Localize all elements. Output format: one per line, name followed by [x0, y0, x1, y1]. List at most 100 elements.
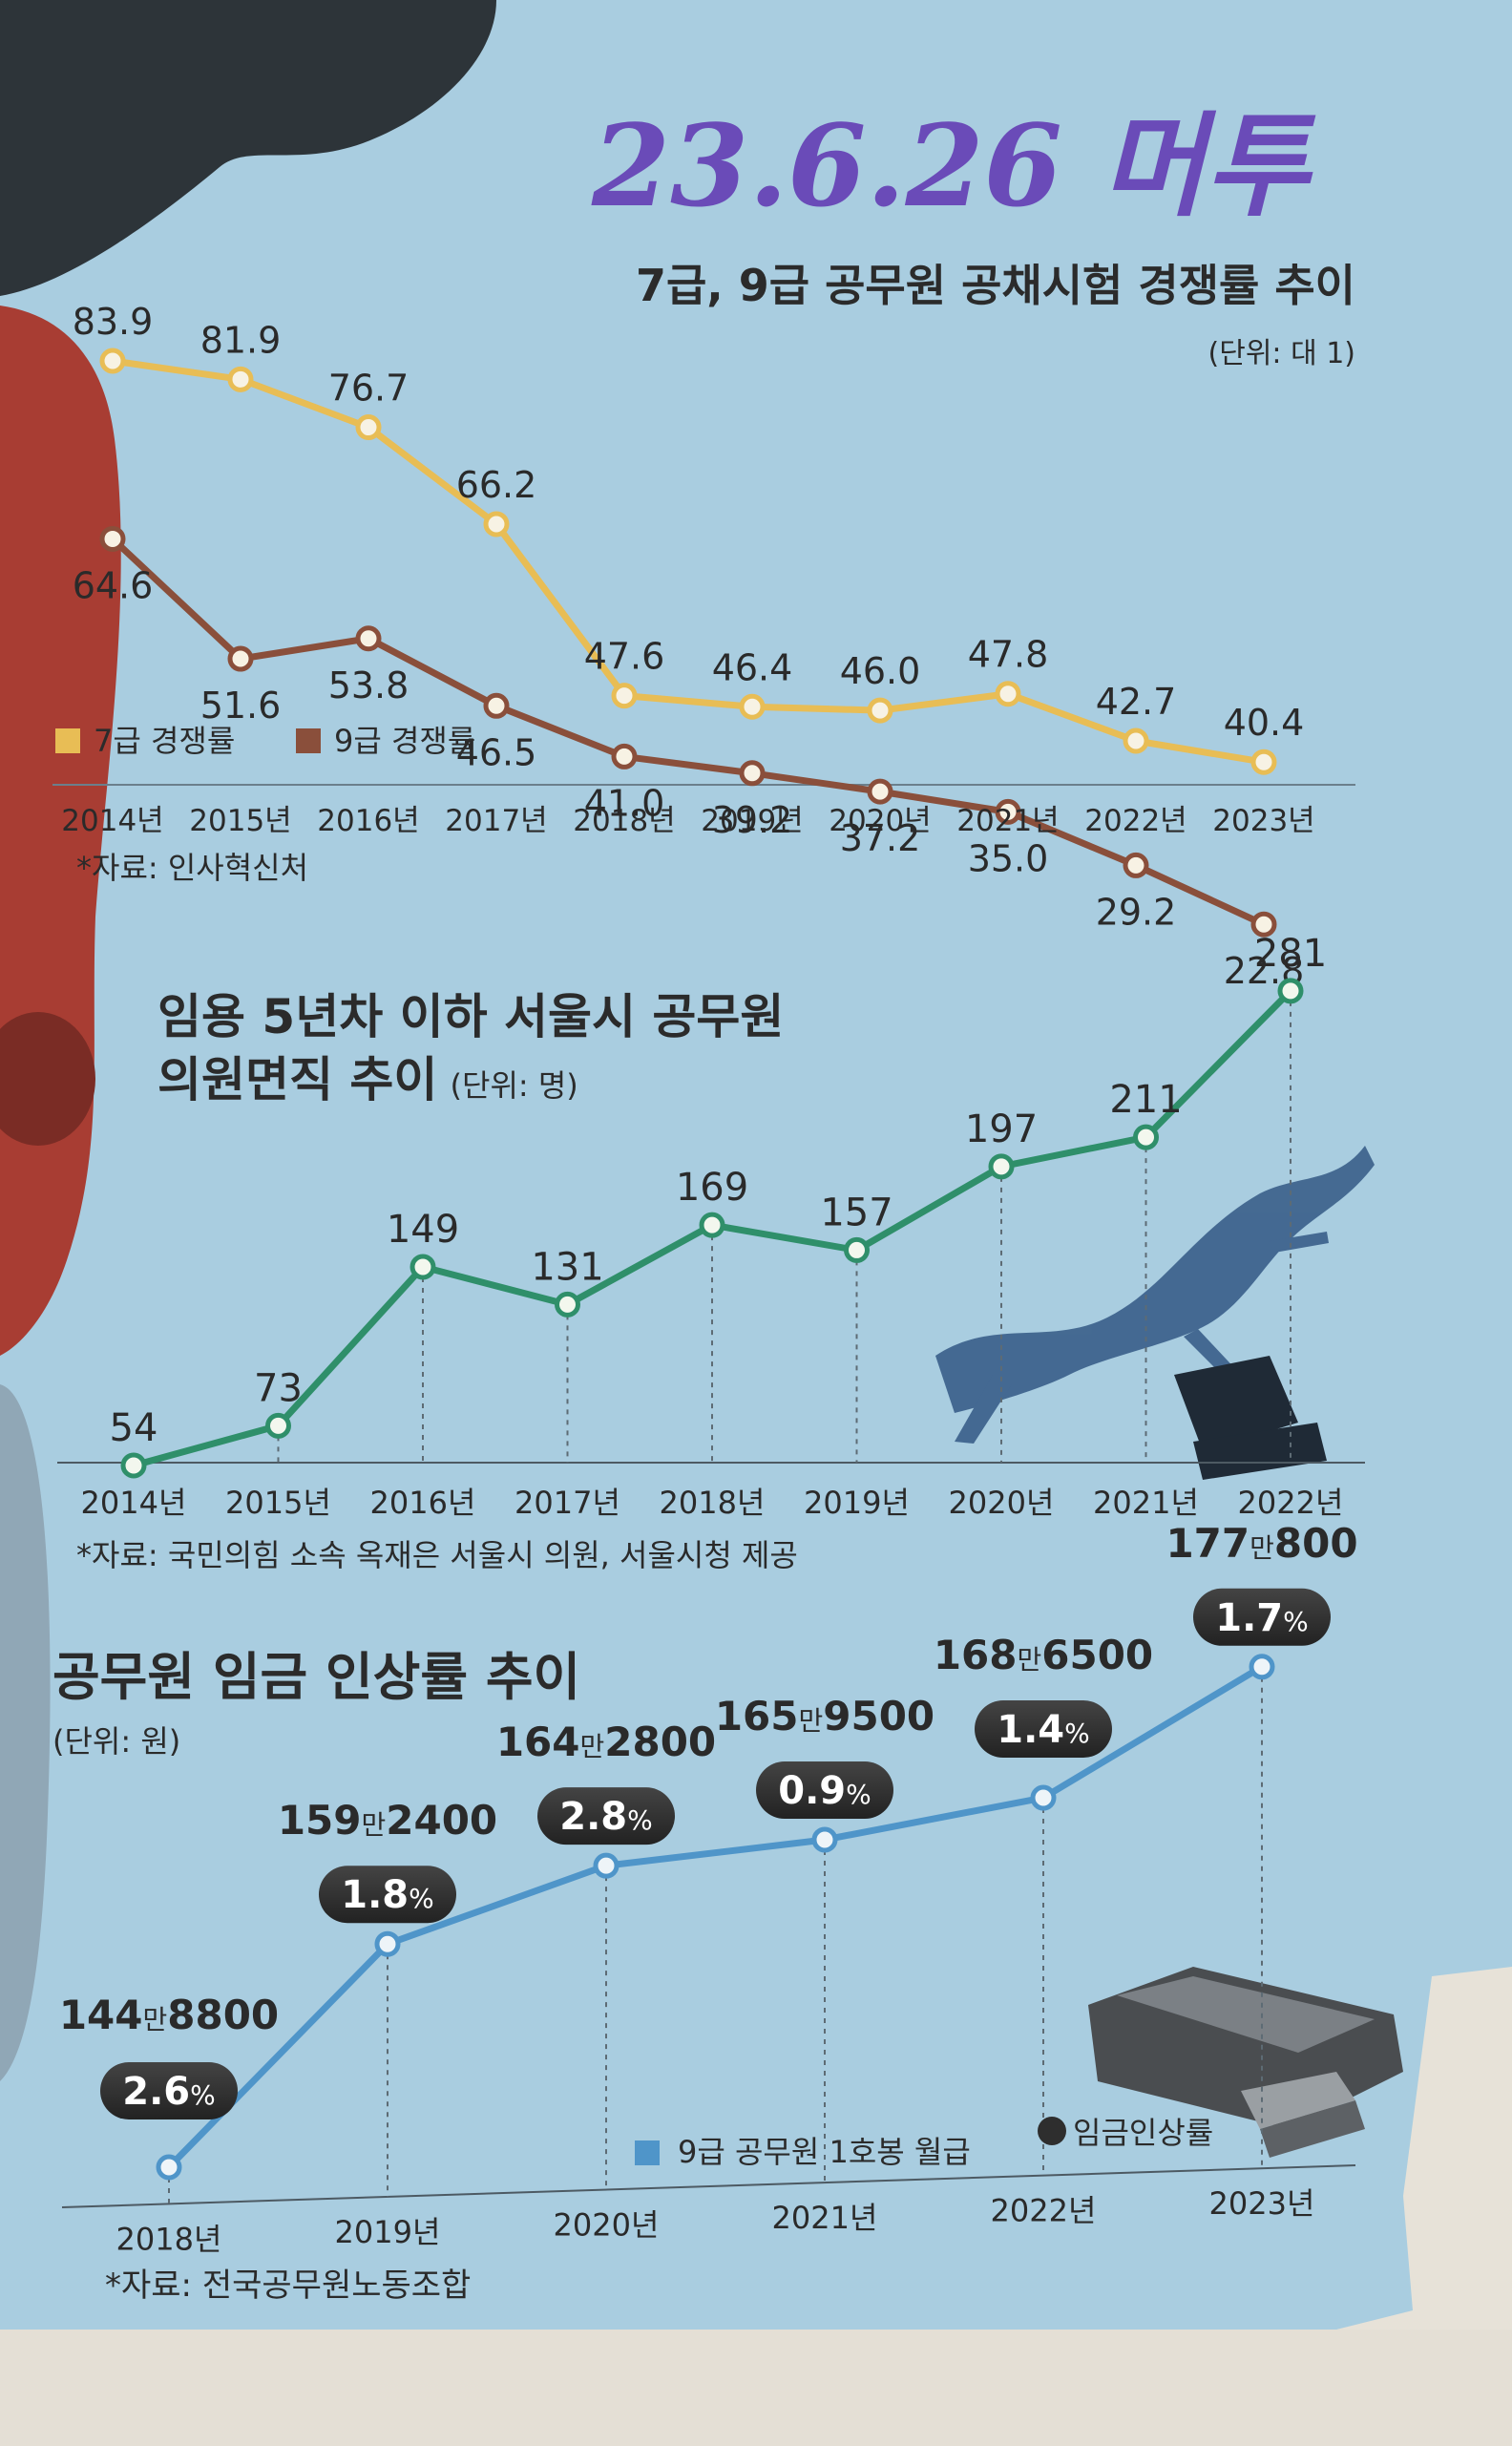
legend-swatch-grade9	[296, 728, 321, 753]
salary-label: 164만2800	[496, 1719, 716, 1765]
rate-pill	[319, 1866, 456, 1924]
value-label: 37.2	[840, 817, 921, 859]
rate-label: 2.6%	[122, 2070, 215, 2114]
rate-percent: %	[409, 1883, 434, 1914]
data-point	[1277, 978, 1304, 1004]
data-point	[1250, 911, 1277, 938]
x-tick-label: 2017년	[514, 1485, 620, 1521]
data-point	[99, 348, 126, 374]
value-label: 197	[965, 1107, 1038, 1151]
x-tick-label: 2018년	[116, 2221, 222, 2257]
rate-pill	[1193, 1588, 1331, 1646]
chart3-points	[156, 1654, 1275, 2181]
value-label: 35.0	[968, 837, 1049, 879]
rate-label: 1.7%	[1215, 1596, 1308, 1640]
x-tick-label: 2022년	[1238, 1485, 1344, 1521]
x-tick-label: 2016년	[317, 804, 419, 838]
x-tick-label: 2018년	[660, 1485, 766, 1521]
salary-rest: 2800	[604, 1719, 716, 1765]
chart3-title: 공무원 임금 인상률 추이	[52, 1647, 580, 1707]
gavel-illustration	[1174, 1356, 1327, 1480]
chart1-unit: (단위: 대 1)	[1208, 337, 1355, 370]
data-point	[867, 778, 893, 805]
salary-rest: 9500	[823, 1693, 934, 1740]
x-tick-label: 2014년	[61, 804, 163, 838]
data-point	[483, 511, 510, 538]
salary-rest: 6500	[1041, 1632, 1153, 1678]
rate-percent: %	[1064, 1718, 1090, 1749]
chart1-x-ticks: 2014년 2015년 2016년 2017년 2018년 2019년 2020년 2021년…	[61, 804, 1314, 838]
value-label: 46.5	[456, 731, 537, 773]
data-point	[355, 625, 382, 652]
chart1-title: 7급, 9급 공무원 공채시험 경쟁률 추이	[636, 260, 1355, 311]
x-tick-label: 2021년	[1093, 1485, 1199, 1521]
chart2-source: *자료: 국민의힘 소속 옥재은 서울시 의원, 서울시청 제공	[76, 1537, 798, 1573]
value-label: 131	[531, 1245, 603, 1289]
salary-main: 168	[934, 1632, 1018, 1678]
legend-label-salary: 9급 공무원 1호봉 월급	[678, 2134, 971, 2170]
salary-man-unit: 만	[799, 1705, 824, 1737]
figure-shadow	[0, 1384, 51, 2081]
rate-value: 2.8	[559, 1795, 627, 1839]
data-point	[811, 1826, 838, 1853]
value-label: 42.7	[1096, 681, 1177, 723]
chart1-points	[99, 348, 1277, 938]
data-point	[1123, 852, 1149, 878]
value-label: 73	[254, 1366, 303, 1410]
value-label: 66.2	[456, 464, 537, 506]
data-point	[227, 645, 254, 672]
salary-man-unit: 만	[362, 1809, 387, 1841]
chart3-source: *자료: 전국공무원노동조합	[105, 2267, 471, 2305]
rate-pill	[537, 1787, 675, 1845]
x-tick-label: 2019년	[804, 1485, 910, 1521]
chart2-title-line1: 임용 5년차 이하 서울시 공무원	[158, 989, 784, 1044]
salary-rest: 2400	[386, 1797, 497, 1844]
value-label: 149	[387, 1208, 459, 1252]
legend-swatch-salary	[635, 2140, 660, 2165]
data-point	[844, 1236, 870, 1263]
salary-man-unit: 만	[580, 1731, 605, 1762]
data-point	[988, 1153, 1015, 1180]
chart3-unit: (단위: 원)	[52, 1723, 180, 1760]
chart2-value-labels: 54 73 149 131 169 157 197 211 281	[110, 932, 1328, 1450]
data-point	[1250, 749, 1277, 775]
value-label: 157	[820, 1191, 892, 1234]
rate-pill	[756, 1761, 893, 1819]
chart1-value-labels: 83.9 81.9 76.7 66.2 47.6 46.4 46.0 47.8 42.7 40.4…	[73, 301, 1305, 992]
salary-main: 164	[496, 1719, 580, 1765]
x-tick-label: 2015년	[189, 804, 291, 838]
data-point	[555, 1291, 580, 1318]
value-label: 281	[1254, 932, 1327, 976]
data-point	[1123, 727, 1149, 754]
x-tick-label: 2020년	[829, 804, 931, 838]
value-label: 169	[676, 1166, 748, 1210]
data-point	[374, 1930, 401, 1957]
salary-main: 159	[278, 1797, 362, 1844]
data-point	[611, 743, 638, 770]
rate-pill	[100, 2062, 238, 2119]
data-point	[156, 2154, 182, 2181]
x-tick-label: 2022년	[1084, 804, 1186, 838]
chart3-line	[166, 1663, 1264, 2170]
salary-man-unit: 만	[143, 2004, 168, 2035]
x-tick-label: 2020년	[949, 1485, 1055, 1521]
value-label: 54	[110, 1406, 158, 1450]
data-point	[593, 1852, 620, 1879]
x-tick-label: 2020년	[554, 2206, 660, 2243]
value-label: 46.4	[712, 646, 793, 688]
data-point	[1030, 1784, 1057, 1811]
value-label: 81.9	[200, 319, 282, 361]
value-label: 211	[1109, 1078, 1182, 1122]
data-point	[739, 693, 766, 720]
rate-percent: %	[627, 1804, 653, 1836]
x-tick-label: 2014년	[81, 1485, 187, 1521]
data-point	[483, 692, 510, 719]
chart2-title-line2-text: 의원면직 추이	[158, 1052, 437, 1107]
chart2-title-line2: 의원면직 추이 (단위: 명)	[158, 1052, 578, 1107]
salary-label: 159만2400	[278, 1797, 497, 1844]
legend-label-grade9: 9급 경쟁률	[334, 723, 475, 759]
legend-swatch-grade7	[55, 728, 80, 753]
data-point	[99, 525, 126, 552]
handwritten-date-note: 23.6.26 머투	[591, 99, 1316, 232]
